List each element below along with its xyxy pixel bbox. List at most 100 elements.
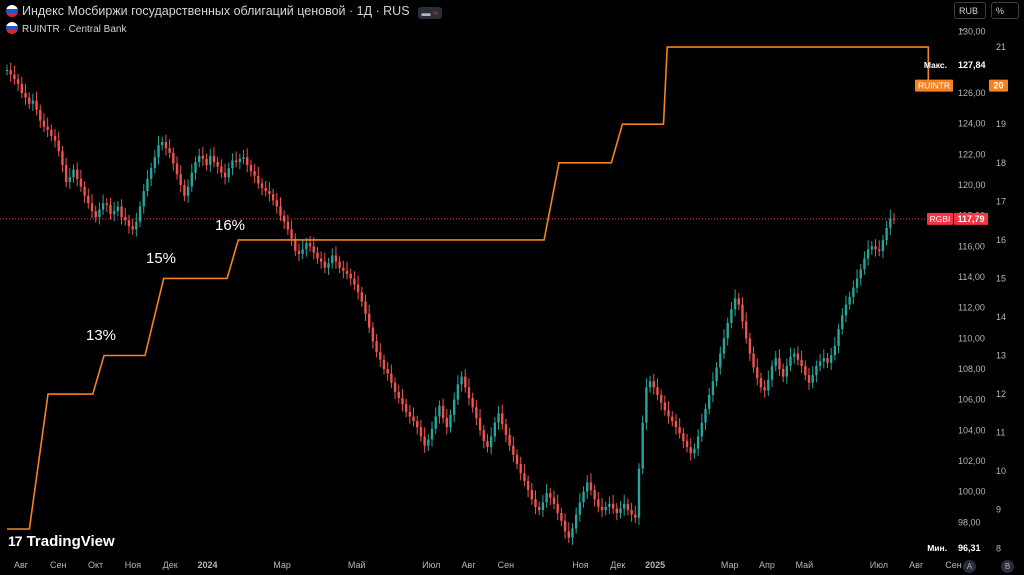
candle (693, 448, 696, 454)
x-axis-label: Ноя (572, 560, 589, 570)
ruintr-tag (915, 79, 953, 92)
candle (789, 356, 792, 366)
candle (549, 493, 552, 498)
candle (637, 468, 641, 518)
price-axis-label: 102,00 (958, 456, 986, 466)
price-axis-label: 98,00 (958, 517, 981, 527)
candle (563, 520, 567, 532)
candle (667, 410, 670, 417)
rate-axis-label: 18 (996, 158, 1006, 168)
candle (367, 313, 371, 328)
candle (205, 158, 208, 166)
x-axis-label: Авг (462, 560, 477, 570)
candle (700, 422, 704, 437)
candle (72, 169, 75, 178)
candle (552, 497, 556, 504)
auto-scale-button[interactable]: A (963, 560, 976, 573)
candle (441, 405, 445, 419)
settings-label: B (1004, 562, 1011, 571)
candle (242, 157, 245, 159)
candle (423, 436, 426, 446)
candle (190, 172, 193, 187)
candle (652, 381, 655, 388)
price-axis-label: 110,00 (958, 333, 985, 343)
candle (13, 74, 16, 80)
candle (615, 508, 619, 514)
candle (246, 157, 249, 166)
candle (815, 365, 818, 376)
candle (231, 160, 234, 169)
x-axis-label: Ноя (125, 560, 142, 570)
rate-axis-label: 19 (996, 119, 1006, 129)
candle (567, 531, 570, 538)
candle (382, 359, 386, 369)
candle (475, 407, 478, 419)
rate-axis-label: 15 (996, 273, 1006, 283)
chevron-down-icon: ⌄ (959, 23, 967, 33)
price-axis-label: 122,00 (958, 149, 986, 159)
candle (308, 243, 312, 247)
candle (50, 129, 53, 136)
candle (334, 255, 338, 262)
rate-axis-label: 8 (996, 543, 1001, 553)
tradingview-logo[interactable]: 17 TradingView (8, 533, 115, 550)
x-axis-label: Авг (909, 560, 924, 570)
rate-annotation: 16% (215, 217, 245, 234)
tradingview-icon: 17 (8, 533, 23, 549)
candle (730, 309, 733, 323)
candle (135, 221, 138, 230)
candle (16, 79, 20, 84)
candle (889, 218, 892, 228)
candle (35, 100, 38, 110)
candle (109, 204, 112, 215)
candle (183, 184, 186, 196)
candle (94, 211, 97, 218)
candle (39, 109, 42, 121)
last-rate-value: 20 (993, 81, 1003, 91)
candle (460, 376, 463, 385)
candle (57, 140, 60, 152)
last-price-value: 117,79 (957, 214, 984, 224)
candle (796, 353, 800, 360)
candle (323, 261, 327, 268)
candle (338, 261, 341, 268)
candle (807, 375, 811, 383)
candle (27, 97, 31, 104)
candle (678, 427, 681, 434)
candle (719, 353, 722, 368)
candle (671, 416, 674, 422)
chart-subtitle: RUINTR · Central Bank (6, 22, 126, 35)
price-axis-label: 104,00 (958, 425, 986, 435)
candle (626, 503, 630, 511)
candle (31, 100, 35, 104)
candle (371, 327, 375, 342)
candle (390, 373, 393, 383)
candle (504, 424, 508, 435)
market-status-icon[interactable]: ▬ ≈ (417, 7, 443, 19)
candle (852, 287, 855, 297)
rate-axis-label: 9 (996, 505, 1001, 515)
candle (301, 249, 304, 254)
candle (545, 493, 548, 503)
candle (648, 381, 652, 388)
subtitle-text: RUINTR · Central Bank (22, 24, 127, 35)
candle (331, 255, 334, 264)
x-axis-label: Июл (422, 560, 440, 570)
candle (708, 395, 711, 409)
candle (112, 211, 116, 215)
candle (345, 270, 349, 274)
candle (271, 194, 275, 201)
candle (194, 161, 197, 173)
candle (744, 321, 748, 339)
candle (608, 503, 611, 507)
settings-button[interactable]: B (1001, 560, 1014, 573)
price-axis-label: 116,00 (958, 241, 985, 251)
candle (279, 206, 282, 216)
percent-button[interactable]: % (991, 2, 1019, 19)
candle (634, 514, 637, 518)
max-badge-bg (956, 58, 994, 71)
candle (837, 329, 840, 346)
currency-select[interactable]: RUB ⌄ (954, 2, 986, 33)
candle (434, 416, 437, 429)
